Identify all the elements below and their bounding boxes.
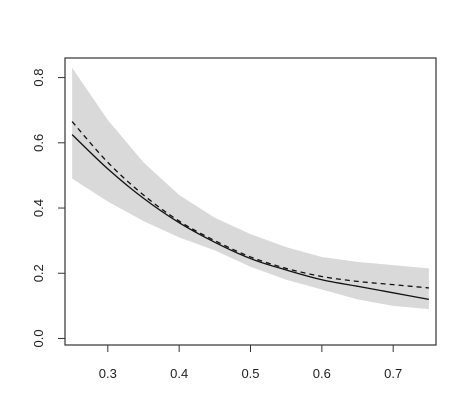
x-axis: 0.3 0.4 0.5 0.6 0.7	[99, 345, 402, 381]
y-tick-label: 0.6	[31, 134, 46, 152]
x-tick-label: 0.4	[170, 366, 188, 381]
x-tick-label: 0.6	[313, 366, 331, 381]
y-tick-label: 0.8	[31, 69, 46, 87]
confidence-band	[72, 67, 429, 310]
y-tick-label: 0.2	[31, 264, 46, 282]
series-line-solid	[71, 134, 429, 300]
x-tick-label: 0.5	[241, 366, 259, 381]
series-layer	[71, 121, 429, 300]
series-line-dashed	[71, 121, 429, 289]
y-axis: 0.0 0.2 0.4 0.6 0.8	[31, 69, 65, 348]
y-tick-label: 0.0	[31, 329, 46, 347]
x-tick-label: 0.7	[384, 366, 402, 381]
confidence-band-layer	[72, 67, 429, 310]
y-tick-label: 0.4	[31, 199, 46, 217]
x-tick-label: 0.3	[99, 366, 117, 381]
